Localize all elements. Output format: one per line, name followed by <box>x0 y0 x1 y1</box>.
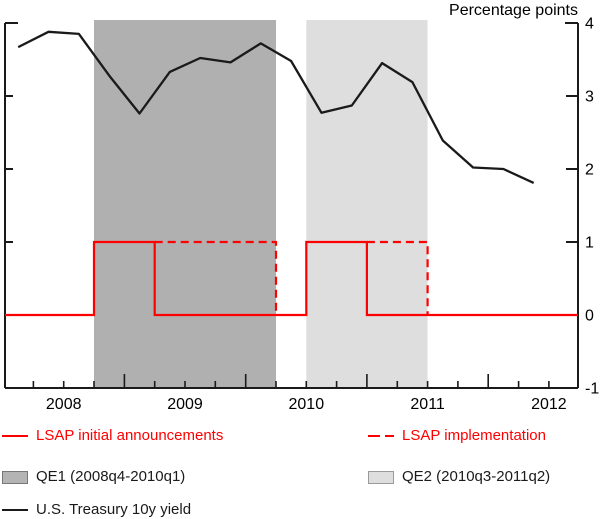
y-tick-label: 3 <box>585 89 594 106</box>
legend-item-implementation: LSAP implementation <box>368 428 546 444</box>
x-year-label: 2008 <box>46 396 82 413</box>
yield-line <box>17 30 535 184</box>
implementation-line <box>154 240 429 315</box>
solid-red-line-swatch <box>2 435 29 437</box>
y-tick-label: 0 <box>585 308 594 325</box>
y-axis-right <box>565 22 579 388</box>
x-year-label: 2010 <box>289 396 325 413</box>
qe1-band-swatch <box>2 470 29 484</box>
legend-label-qe2: QE2 (2010q3-2011q2) <box>402 468 551 485</box>
quarter-ticks <box>32 381 550 388</box>
legend-label-yield: U.S. Treasury 10y yield <box>36 501 192 518</box>
announcements-line <box>5 240 578 317</box>
y-tick-label: 2 <box>585 162 594 179</box>
chart-canvas: 4 3 2 1 0 -1 2008 2009 2010 2011 2012 Percentage po… <box>4 2 599 413</box>
y-tick-label: 4 <box>585 16 594 33</box>
y-tick-label: 1 <box>585 235 594 252</box>
qe2-band-swatch <box>368 470 395 484</box>
legend-item-qe2: QE2 (2010q3-2011q2) <box>368 469 550 485</box>
x-year-label: 2012 <box>531 396 567 413</box>
y-axis-left <box>4 22 18 388</box>
solid-black-line-swatch <box>2 509 29 511</box>
x-year-label: 2009 <box>167 396 203 413</box>
legend-label-implementation: LSAP implementation <box>402 427 546 444</box>
x-year-label: 2011 <box>410 396 445 413</box>
year-ticks <box>123 374 489 388</box>
legend-label-announcements: LSAP initial announcements <box>36 427 224 444</box>
y-tick-label: -1 <box>585 381 599 398</box>
dashed-red-line-swatch <box>368 435 395 437</box>
band-qe2 <box>306 20 428 388</box>
axis-title: Percentage points <box>449 2 578 19</box>
legend-item-announcements: LSAP initial announcements <box>2 428 223 444</box>
band-qe1 <box>94 20 276 388</box>
legend-label-qe1: QE1 (2008q4-2010q1) <box>36 468 186 485</box>
legend-item-yield: U.S. Treasury 10y yield <box>2 502 191 518</box>
legend-item-qe1: QE1 (2008q4-2010q1) <box>2 469 185 485</box>
